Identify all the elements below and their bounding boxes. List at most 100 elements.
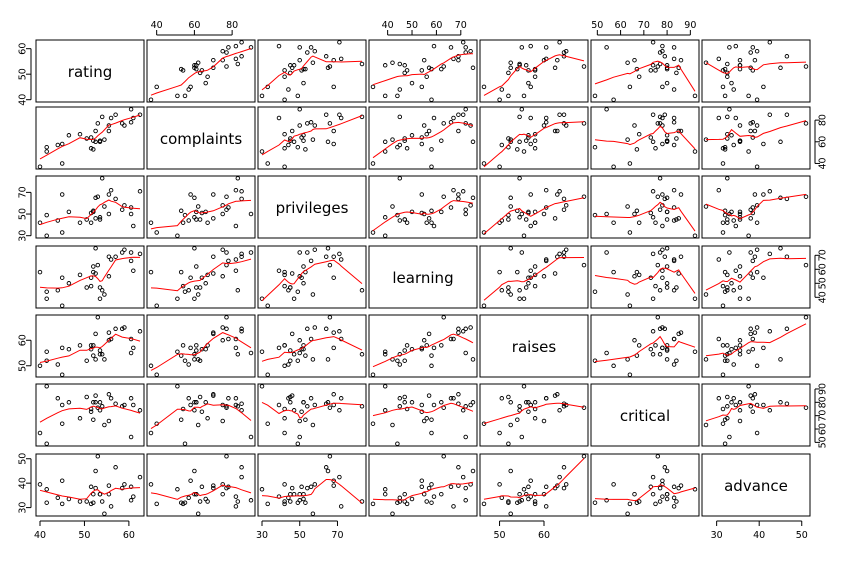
smoother-line [705,257,807,291]
tick-label: 40 [382,20,394,31]
data-point [424,131,429,137]
data-point [37,482,43,487]
data-point [431,115,437,121]
data-point [662,465,668,470]
tick-label: 30 [256,530,268,541]
data-point [508,422,513,428]
tick-label: 30 [18,502,29,514]
data-point [186,87,191,92]
data-point [122,402,127,408]
data-point [359,288,365,293]
tick-label: 50 [18,208,29,220]
data-point [671,218,677,223]
tick-label: 60 [818,263,829,275]
data-point [517,288,522,293]
data-point [754,220,760,225]
data-point [463,211,468,217]
data-point [563,482,569,487]
smoother-line [39,405,141,423]
data-point [224,315,229,320]
data-point [750,275,756,280]
data-point [731,362,736,367]
data-point [276,268,282,273]
data-point [99,114,105,120]
data-point [421,418,427,424]
data-point [720,84,726,90]
data-point [248,45,254,50]
data-point [727,45,732,50]
data-point [733,115,739,121]
data-point [66,133,72,138]
data-point [441,194,446,199]
data-point [297,45,302,50]
data-point [203,400,208,405]
data-point [748,216,753,221]
data-point [194,400,199,405]
data-point [636,74,642,79]
tick-label: 70 [818,410,829,422]
top-axis-complaints: 40 60 80 [151,20,238,36]
data-point [456,192,461,197]
data-point [419,84,425,90]
data-point [265,421,270,426]
data-point [660,325,665,330]
data-point [259,93,265,99]
data-point [233,257,239,262]
data-point [305,250,310,255]
tick-label: 60 [615,20,627,31]
data-point [180,220,186,225]
data-point [521,487,527,492]
panel-frame [368,453,478,517]
data-point [692,149,698,154]
data-point [337,329,342,334]
data-point [543,257,549,262]
data-point [192,215,197,220]
tick-label: 60 [18,43,29,55]
right-axis-complaints: 40 60 80 [814,114,829,170]
data-point [655,315,661,320]
data-point [327,315,333,320]
data-point [650,40,656,45]
data-point [720,161,726,166]
data-point [390,422,395,428]
data-point [737,123,743,128]
data-point [737,400,743,405]
data-point [664,80,670,86]
data-point [390,511,395,516]
data-point [727,250,732,255]
data-point [44,384,49,389]
data-point [113,465,118,470]
panel-rating-vs-privileges [257,39,367,103]
data-point [650,352,656,357]
data-point [301,80,306,86]
data-point [526,484,531,490]
data-point [625,357,630,362]
data-point [481,161,487,166]
data-point [148,269,154,275]
data-point [761,275,766,280]
smoother-line [39,114,141,160]
data-point [611,97,616,102]
data-point [194,343,199,348]
data-point [625,292,630,297]
tick-label: 50 [18,68,29,80]
data-point [671,87,677,92]
tick-label: 30 [18,230,29,242]
data-point [276,402,282,408]
data-point [409,400,415,405]
panel-frame [479,245,589,309]
panel-complaints-vs-learning [368,106,478,170]
data-point [265,372,270,377]
data-point [722,269,728,275]
data-point [119,485,125,491]
data-point [557,474,562,480]
data-point [390,60,395,65]
smoother-line [594,201,696,232]
data-point [456,54,461,59]
data-point [636,499,642,504]
data-point [419,192,425,197]
panel-critical-vs-rating [35,383,145,447]
data-point [660,247,665,252]
panel-critical-vs-raises [479,383,589,447]
data-point [239,196,244,202]
